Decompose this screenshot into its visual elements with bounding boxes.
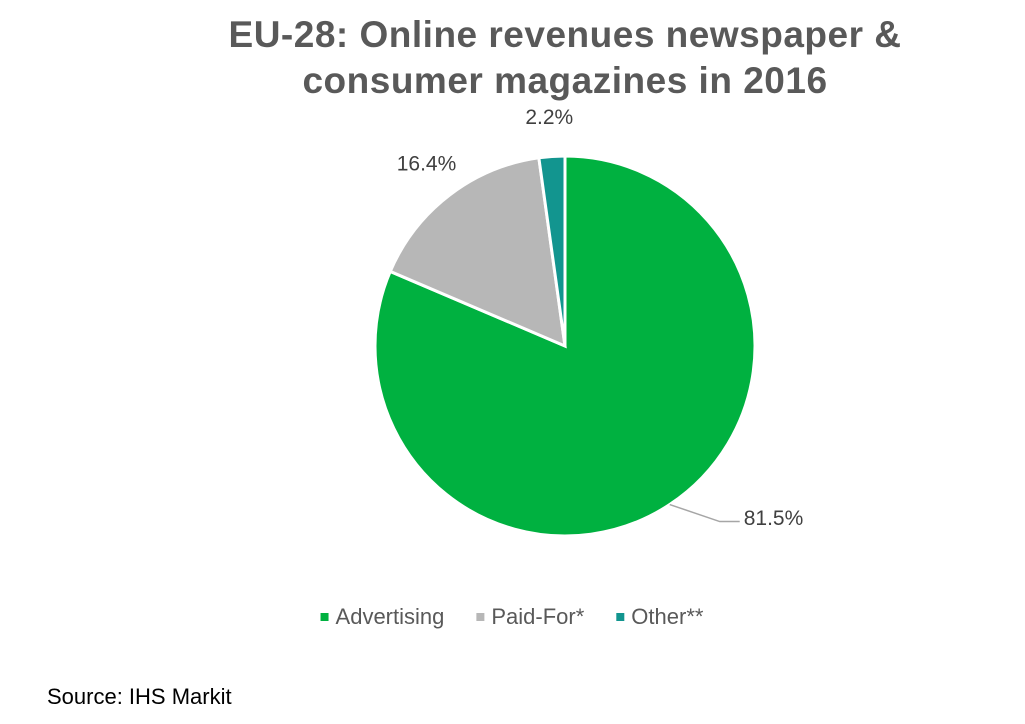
legend-label: Advertising <box>336 604 445 629</box>
legend-swatch <box>476 613 485 621</box>
pie-slice <box>537 154 567 347</box>
legend-swatch <box>616 613 625 621</box>
leader-line <box>669 503 740 523</box>
legend-label: Paid-For* <box>491 604 584 629</box>
source-note: Source: IHS Markit <box>47 684 232 709</box>
data-label: 2.2% <box>525 106 573 129</box>
pie-slice <box>388 156 567 349</box>
data-label: 81.5% <box>744 507 804 530</box>
data-label: 16.4% <box>397 152 457 175</box>
legend-swatch <box>320 613 329 621</box>
chart-title: EU-28: Online revenues newspaper & consu… <box>228 14 902 101</box>
legend-label: Other** <box>631 604 704 629</box>
